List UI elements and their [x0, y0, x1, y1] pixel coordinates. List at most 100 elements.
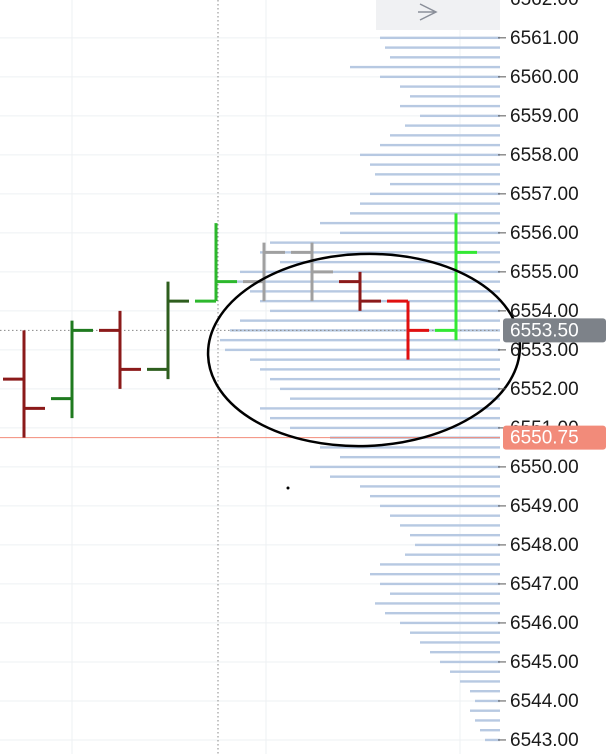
y-tick-label: 6546.00 [510, 613, 579, 634]
y-tick-label: 6561.00 [510, 28, 579, 49]
profile-bar [380, 143, 500, 147]
profile-bar [360, 153, 500, 157]
profile-bar [240, 319, 500, 322]
y-tick-label: 6562.00 [510, 0, 579, 10]
y-tick-label: 6554.00 [510, 301, 579, 322]
profile-bar [470, 709, 500, 712]
price-badge-label: 6553.50 [510, 320, 579, 341]
y-tick-label: 6556.00 [510, 223, 579, 244]
y-tick-label: 6560.00 [510, 67, 579, 88]
profile-bar [260, 368, 500, 371]
y-tick-label: 6549.00 [510, 496, 579, 517]
profile-bar [400, 85, 500, 88]
profile-bar [320, 446, 500, 449]
grid [0, 0, 500, 754]
price-badge-label: 6550.75 [510, 428, 579, 449]
profile-bar [475, 699, 500, 703]
profile-bar [410, 631, 500, 634]
profile-bar [405, 124, 500, 127]
profile-bar [430, 650, 500, 654]
profile-bar [400, 104, 500, 108]
profile-bar [370, 192, 500, 196]
profile-bar [330, 475, 500, 478]
profile-bar [410, 95, 500, 98]
y-tick-label: 6543.00 [510, 730, 579, 751]
price-lines [0, 329, 500, 439]
profile-bar [400, 524, 500, 527]
profile-bar [360, 202, 500, 205]
profile-bar [470, 689, 500, 693]
profile-bar [375, 602, 500, 605]
profile-bar [450, 670, 500, 673]
profile-bar [385, 46, 500, 49]
profile-bar [385, 611, 500, 615]
y-tick-label: 6558.00 [510, 145, 579, 166]
profile-bar [250, 290, 500, 293]
profile-bar [270, 241, 500, 244]
profile-bar [390, 182, 500, 186]
y-tick-label: 6559.00 [510, 106, 579, 127]
profile-bar [280, 387, 500, 391]
profile-bar [360, 485, 500, 488]
profile-bar [350, 212, 500, 215]
ohlc-bars [3, 213, 477, 438]
price-axis: 6562.00 6561.00 6560.00 6559.00 6558.00 6557.… [498, 0, 606, 751]
scroll-button[interactable] [376, 0, 500, 30]
profile-bar [390, 592, 500, 595]
profile-bar [400, 621, 500, 625]
profile-bar [290, 426, 500, 430]
y-tick-label: 6547.00 [510, 574, 579, 595]
profile-bar [270, 416, 500, 420]
y-tick-label: 6552.00 [510, 379, 579, 400]
profile-bar [380, 504, 500, 508]
dot [286, 486, 290, 490]
profile-bar [260, 407, 500, 410]
profile-bar [390, 514, 500, 517]
profile-bar [370, 572, 500, 576]
profile-bar [410, 533, 500, 537]
profile-bar [270, 309, 500, 313]
profile-bar [290, 397, 500, 400]
profile-bar [230, 280, 500, 283]
profile-bar [390, 134, 500, 137]
price-badge [503, 318, 606, 343]
profile-bar [380, 582, 500, 586]
profile-bar [225, 348, 500, 352]
profile-bar [460, 680, 500, 683]
profile-bar [390, 56, 500, 59]
volume-profile [220, 7, 500, 742]
profile-bar [480, 729, 500, 732]
arrow-icon [418, 3, 438, 21]
profile-bar [340, 231, 500, 235]
profile-bar [475, 719, 500, 722]
profile-bar [250, 358, 500, 361]
profile-bar [380, 75, 500, 79]
profile-bar [380, 36, 500, 40]
profile-bar [420, 641, 500, 644]
profile-bar [370, 163, 500, 166]
profile-bar [440, 660, 500, 664]
profile-bar [240, 270, 500, 274]
y-tick-label: 6557.00 [510, 184, 579, 205]
y-tick-label: 6553.00 [510, 340, 579, 361]
profile-bar [350, 65, 500, 69]
profile-bar [375, 173, 500, 176]
price-badge [503, 425, 606, 450]
profile-bar [370, 494, 500, 498]
y-tick-label: 6545.00 [510, 652, 579, 673]
profile-bar [420, 114, 500, 118]
y-tick-label: 6544.00 [510, 691, 579, 712]
profile-bar [320, 221, 500, 225]
profile-bar [270, 377, 500, 381]
profile-bar [415, 543, 500, 547]
profile-bar [405, 553, 500, 556]
profile-bar [485, 738, 500, 742]
profile-bar [340, 455, 500, 459]
profile-bar [380, 563, 500, 566]
y-tick-label: 6550.00 [510, 457, 579, 478]
y-tick-label: 6555.00 [510, 262, 579, 283]
profile-bar [260, 251, 500, 254]
profile-bar [220, 338, 500, 342]
